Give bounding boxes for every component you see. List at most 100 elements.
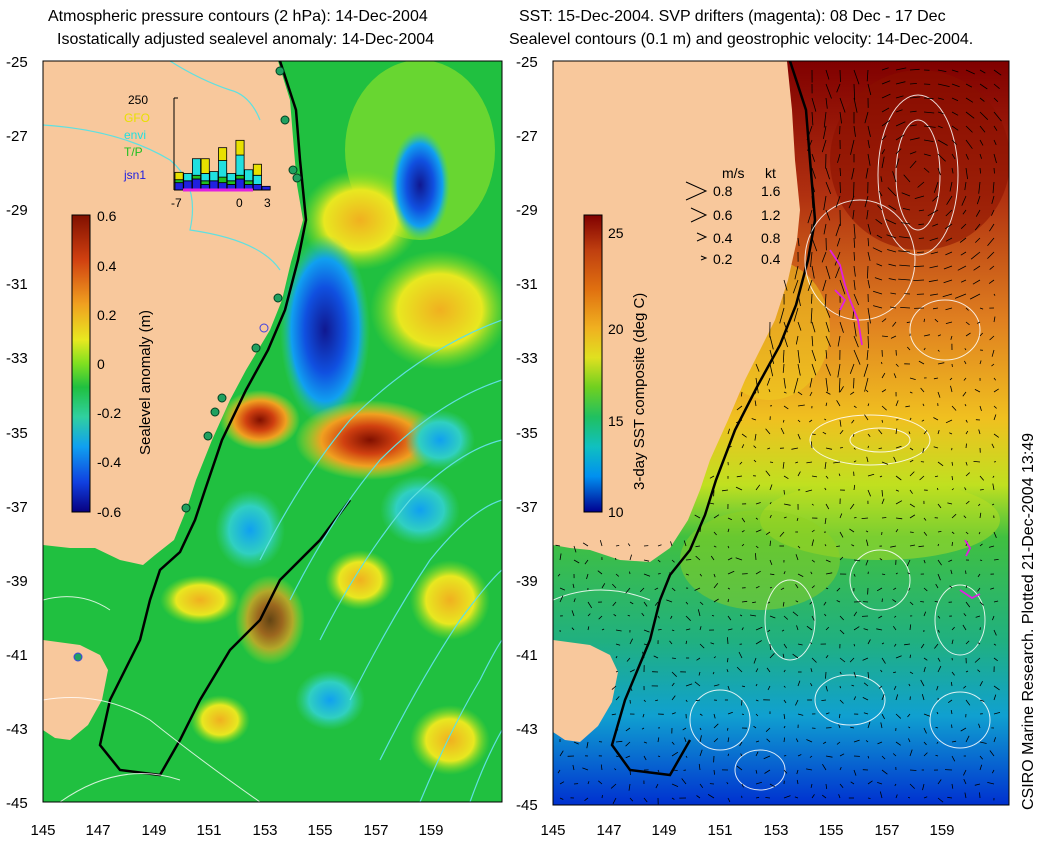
velocity-vector <box>923 796 928 799</box>
velocity-vector <box>713 531 717 536</box>
velocity-vector <box>837 335 841 347</box>
velocity-vector <box>991 195 995 204</box>
right-map-frame <box>552 60 1010 806</box>
velocity-vector <box>821 794 827 799</box>
velocity-vector <box>643 573 651 577</box>
velocity-vector <box>713 656 716 659</box>
velocity-vector <box>657 755 661 757</box>
velocity-vector <box>937 797 944 803</box>
velocity-vector <box>713 545 717 548</box>
velocity-vector <box>937 391 941 398</box>
velocity-vector <box>755 626 763 631</box>
velocity-vector <box>909 68 920 71</box>
velocity-vector <box>781 629 785 632</box>
velocity-vector <box>741 433 747 438</box>
velocity-vector <box>739 461 743 465</box>
velocity-vector <box>964 348 967 351</box>
velocity-vector <box>836 600 841 603</box>
velocity-vector <box>685 683 693 687</box>
velocity-vector <box>625 587 631 594</box>
velocity-vector <box>797 404 805 407</box>
velocity-vector <box>582 767 589 771</box>
velocity-vector <box>783 571 786 575</box>
velocity-vector <box>711 615 715 617</box>
velocity-vector <box>923 587 928 592</box>
velocity-vector <box>587 626 590 631</box>
velocity-vector <box>825 587 829 590</box>
velocity-vector <box>839 615 844 621</box>
velocity-vector <box>993 153 997 164</box>
velocity-vector <box>877 205 883 211</box>
velocity-vector <box>874 277 883 281</box>
velocity-vector <box>782 601 785 607</box>
velocity-vector <box>867 139 870 149</box>
velocity-vector <box>965 531 969 535</box>
left-white-contours <box>43 596 261 802</box>
velocity-vector <box>769 573 775 576</box>
velocity-vector <box>836 83 841 93</box>
velocity-vector <box>949 585 953 589</box>
velocity-vector <box>825 503 830 510</box>
velocity-vector <box>853 484 856 491</box>
velocity-vector <box>920 387 925 393</box>
velocity-vector <box>557 769 561 774</box>
velocity-vector <box>932 307 939 310</box>
velocity-vector <box>993 414 997 421</box>
velocity-vector <box>713 573 716 578</box>
velocity-vector <box>965 321 970 326</box>
velocity-vector <box>727 737 730 743</box>
velocity-vector <box>823 223 827 235</box>
velocity-vector <box>571 610 575 617</box>
velocity-vector <box>979 792 981 799</box>
velocity-vector <box>694 681 701 687</box>
velocity-vector <box>862 657 869 661</box>
velocity-vector <box>993 125 998 131</box>
velocity-vector <box>629 571 631 575</box>
velocity-vector <box>965 670 969 673</box>
velocity-vector <box>615 557 617 561</box>
velocity-vector <box>727 753 730 757</box>
velocity-vector <box>890 306 897 309</box>
velocity-vector <box>908 431 911 435</box>
velocity-vector <box>922 403 925 407</box>
velocity-vector <box>671 712 676 715</box>
velocity-vector <box>741 543 745 547</box>
velocity-vector <box>937 125 943 129</box>
velocity-vector <box>765 531 771 536</box>
velocity-vector <box>769 783 776 788</box>
velocity-vector <box>825 321 830 333</box>
velocity-vector <box>836 545 841 547</box>
velocity-vector <box>836 237 841 247</box>
vel-header-ms: m/s <box>722 165 745 181</box>
velocity-vector <box>991 349 995 357</box>
velocity-vector <box>867 639 871 645</box>
velocity-vector <box>849 363 855 374</box>
velocity-vector <box>957 265 967 271</box>
velocity-vector <box>839 753 845 757</box>
velocity-vector <box>797 433 801 440</box>
velocity-vector <box>807 209 813 224</box>
left-colorbar-label: Sealevel anomaly (m) <box>137 310 154 455</box>
velocity-vector <box>839 430 844 435</box>
velocity-vector <box>792 279 799 294</box>
velocity-vector <box>923 713 931 717</box>
velocity-vector <box>685 640 688 645</box>
velocity-vector <box>892 171 897 183</box>
velocity-vector <box>867 671 870 679</box>
velocity-vector <box>809 377 813 388</box>
velocity-vector <box>821 139 827 153</box>
velocity-vector <box>894 643 897 647</box>
velocity-vector <box>867 265 869 279</box>
velocity-vector <box>657 737 660 743</box>
velocity-vector <box>669 572 673 575</box>
velocity-vector <box>853 69 860 85</box>
velocity-vector <box>867 403 870 407</box>
velocity-vector <box>921 419 925 422</box>
velocity-vector <box>615 755 619 758</box>
velocity-vector <box>965 570 967 575</box>
velocity-vector <box>909 417 912 421</box>
velocity-vector <box>850 391 855 395</box>
velocity-vector <box>979 764 983 771</box>
velocity-vector <box>685 755 688 758</box>
velocity-vector <box>867 473 875 477</box>
